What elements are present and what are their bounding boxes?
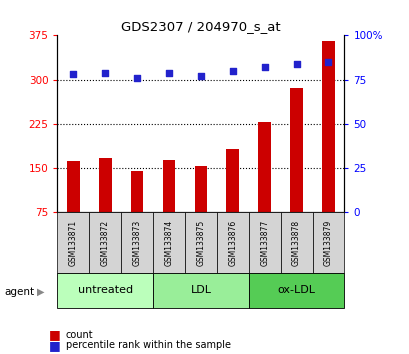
Bar bbox=[194, 166, 207, 212]
Bar bbox=[153, 273, 248, 308]
Bar bbox=[290, 88, 302, 212]
Point bbox=[229, 68, 236, 74]
Bar bbox=[280, 212, 312, 273]
Bar bbox=[162, 160, 175, 212]
Text: LDL: LDL bbox=[190, 285, 211, 295]
Text: GSM133879: GSM133879 bbox=[323, 219, 332, 266]
Point bbox=[324, 59, 331, 65]
Point bbox=[165, 70, 172, 75]
Text: untreated: untreated bbox=[77, 285, 133, 295]
Bar bbox=[312, 212, 344, 273]
Text: GSM133873: GSM133873 bbox=[132, 219, 141, 266]
Bar bbox=[184, 212, 216, 273]
Bar bbox=[130, 171, 143, 212]
Text: GSM133877: GSM133877 bbox=[260, 219, 269, 266]
Text: ▶: ▶ bbox=[37, 287, 44, 297]
Text: count: count bbox=[65, 330, 93, 339]
Title: GDS2307 / 204970_s_at: GDS2307 / 204970_s_at bbox=[121, 20, 280, 33]
Text: ■: ■ bbox=[49, 339, 61, 352]
Text: agent: agent bbox=[4, 287, 34, 297]
Text: GSM133874: GSM133874 bbox=[164, 219, 173, 266]
Text: GSM133871: GSM133871 bbox=[69, 219, 78, 266]
Bar bbox=[57, 212, 89, 273]
Bar bbox=[67, 161, 79, 212]
Text: GSM133876: GSM133876 bbox=[228, 219, 237, 266]
Bar bbox=[321, 41, 334, 212]
Bar bbox=[258, 122, 270, 212]
Text: GSM133878: GSM133878 bbox=[291, 219, 300, 266]
Bar bbox=[153, 212, 184, 273]
Point bbox=[102, 70, 108, 75]
Bar bbox=[248, 273, 344, 308]
Point bbox=[70, 72, 76, 77]
Text: GSM133875: GSM133875 bbox=[196, 219, 205, 266]
Text: ox-LDL: ox-LDL bbox=[277, 285, 315, 295]
Bar bbox=[89, 212, 121, 273]
Bar bbox=[121, 212, 153, 273]
Bar bbox=[226, 149, 238, 212]
Bar bbox=[57, 273, 153, 308]
Text: percentile rank within the sample: percentile rank within the sample bbox=[65, 340, 230, 350]
Point bbox=[197, 73, 204, 79]
Bar bbox=[248, 212, 280, 273]
Point bbox=[292, 61, 299, 67]
Text: ■: ■ bbox=[49, 328, 61, 341]
Point bbox=[261, 64, 267, 70]
Bar bbox=[99, 158, 111, 212]
Point bbox=[133, 75, 140, 81]
Bar bbox=[216, 212, 248, 273]
Text: GSM133872: GSM133872 bbox=[101, 219, 110, 266]
